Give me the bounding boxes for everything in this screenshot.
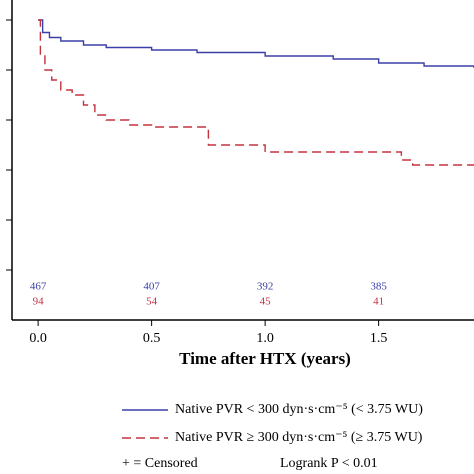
at-risk-count: 407: [143, 281, 160, 293]
legend-label: Native PVR < 300 dyn·s·cm⁻⁵ (< 3.75 WU): [175, 402, 423, 417]
at-risk-count: 45: [260, 296, 272, 308]
x-tick-label: 0.0: [29, 331, 47, 346]
at-risk-count: 94: [33, 296, 45, 308]
at-risk-count: 392: [257, 281, 274, 293]
legend-label: Native PVR ≥ 300 dyn·s·cm⁻⁵ (≥ 3.75 WU): [175, 430, 423, 445]
x-tick-label: 0.5: [143, 331, 161, 346]
at-risk-count: 41: [373, 296, 384, 308]
at-risk-count: 467: [30, 281, 47, 293]
at-risk-count: 54: [146, 296, 158, 308]
survival-curve: [38, 19, 474, 68]
x-tick-label: 1.0: [256, 331, 274, 346]
survival-curve: [38, 19, 474, 166]
x-axis-label: Time after HTX (years): [179, 349, 351, 368]
annotation: Logrank P < 0.01: [280, 456, 378, 471]
x-tick-label: 1.5: [370, 331, 388, 346]
at-risk-count: 385: [370, 281, 387, 293]
annotation: + = Censored: [122, 456, 198, 471]
